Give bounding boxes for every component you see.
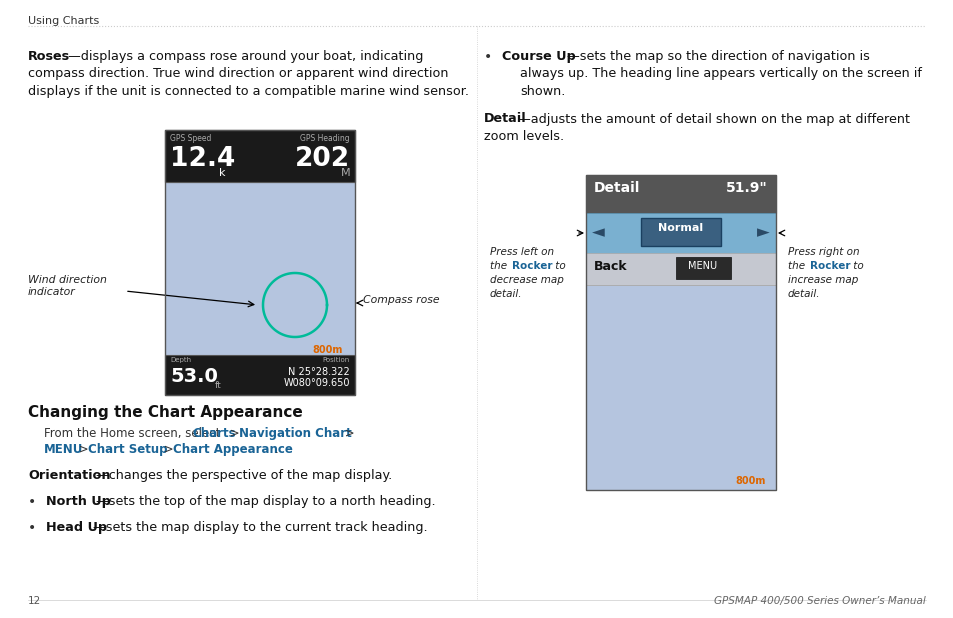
Text: N 25°28.322: N 25°28.322 [288, 367, 350, 377]
Text: Chart Appearance: Chart Appearance [172, 443, 293, 456]
Text: indicator: indicator [28, 287, 75, 297]
Text: detail.: detail. [787, 289, 820, 299]
Text: Rocker: Rocker [512, 261, 552, 271]
Text: —sets the map display to the current track heading.: —sets the map display to the current tra… [92, 521, 427, 534]
Text: 53.0: 53.0 [170, 367, 217, 386]
Text: 12.4: 12.4 [170, 146, 235, 172]
Bar [585, 285, 775, 490]
Text: 51.9": 51.9" [725, 181, 767, 195]
Text: Rocker: Rocker [809, 261, 850, 271]
Bar [585, 213, 775, 253]
Bar [165, 130, 355, 395]
Text: Compass rose: Compass rose [363, 295, 439, 305]
Text: zoom levels.: zoom levels. [483, 130, 563, 143]
Text: •: • [28, 495, 36, 509]
Text: Head Up: Head Up [46, 521, 107, 534]
Text: >: > [160, 443, 177, 456]
Bar [165, 182, 355, 355]
Text: 800m: 800m [735, 476, 765, 486]
Text: increase map: increase map [787, 275, 858, 285]
Text: 202: 202 [294, 146, 350, 172]
Text: Using Charts: Using Charts [28, 16, 99, 26]
Text: >: > [340, 427, 355, 440]
Text: Depth: Depth [170, 357, 191, 363]
Text: —sets the map so the direction of navigation is: —sets the map so the direction of naviga… [566, 50, 869, 63]
Text: Charts: Charts [192, 427, 235, 440]
Text: Orientation: Orientation [28, 469, 111, 482]
Bar [585, 175, 775, 213]
Text: —displays a compass rose around your boat, indicating: —displays a compass rose around your boa… [68, 50, 423, 63]
Text: Wind direction: Wind direction [28, 275, 107, 285]
Text: —adjusts the amount of detail shown on the map at different: —adjusts the amount of detail shown on t… [517, 112, 909, 125]
Text: Detail: Detail [483, 112, 526, 125]
Text: Roses: Roses [28, 50, 71, 63]
Text: MENU: MENU [688, 261, 717, 271]
Text: Course Up: Course Up [501, 50, 576, 63]
Text: .: . [274, 443, 278, 456]
Text: shown.: shown. [519, 85, 565, 98]
Text: GPS Speed: GPS Speed [170, 134, 212, 143]
Text: decrease map: decrease map [490, 275, 563, 285]
Bar [165, 130, 355, 182]
Bar [585, 175, 775, 490]
Text: ►: ► [757, 223, 769, 241]
Text: W080°09.650: W080°09.650 [283, 378, 350, 388]
Text: From the Home screen, select: From the Home screen, select [44, 427, 224, 440]
Bar [676, 257, 730, 279]
Text: the: the [787, 261, 807, 271]
Text: ◄: ◄ [592, 223, 604, 241]
Text: >: > [226, 427, 243, 440]
Text: •: • [28, 521, 36, 535]
Text: North Up: North Up [46, 495, 111, 508]
Text: k: k [219, 168, 225, 178]
Text: Press right on: Press right on [787, 247, 859, 257]
Bar [640, 218, 720, 246]
Text: Navigation Chart: Navigation Chart [239, 427, 352, 440]
Text: 12: 12 [28, 596, 41, 606]
Text: compass direction. True wind direction or apparent wind direction: compass direction. True wind direction o… [28, 67, 448, 80]
Text: —changes the perspective of the map display.: —changes the perspective of the map disp… [96, 469, 392, 482]
Text: detail.: detail. [490, 289, 522, 299]
Text: >: > [75, 443, 92, 456]
Text: to: to [849, 261, 862, 271]
Text: —sets the top of the map display to a north heading.: —sets the top of the map display to a no… [96, 495, 436, 508]
Bar [585, 253, 775, 285]
Text: Normal: Normal [658, 223, 702, 233]
Text: Detail: Detail [594, 181, 639, 195]
Bar [165, 355, 355, 395]
Text: M: M [341, 168, 351, 178]
Text: Changing the Chart Appearance: Changing the Chart Appearance [28, 405, 302, 420]
Text: •: • [483, 50, 492, 64]
Bar [165, 130, 355, 182]
Text: Chart Setup: Chart Setup [88, 443, 168, 456]
Text: Back: Back [594, 260, 627, 273]
Text: MENU: MENU [44, 443, 83, 456]
Text: Position: Position [322, 357, 350, 363]
Text: Press left on: Press left on [490, 247, 554, 257]
Text: ft: ft [214, 381, 221, 390]
Text: always up. The heading line appears vertically on the screen if: always up. The heading line appears vert… [519, 67, 921, 80]
Text: GPSMAP 400/500 Series Owner’s Manual: GPSMAP 400/500 Series Owner’s Manual [714, 596, 925, 606]
Text: displays if the unit is connected to a compatible marine wind sensor.: displays if the unit is connected to a c… [28, 85, 469, 98]
Text: 800m: 800m [313, 345, 343, 355]
Text: to: to [552, 261, 565, 271]
Text: the: the [490, 261, 510, 271]
Text: GPS Heading: GPS Heading [300, 134, 350, 143]
